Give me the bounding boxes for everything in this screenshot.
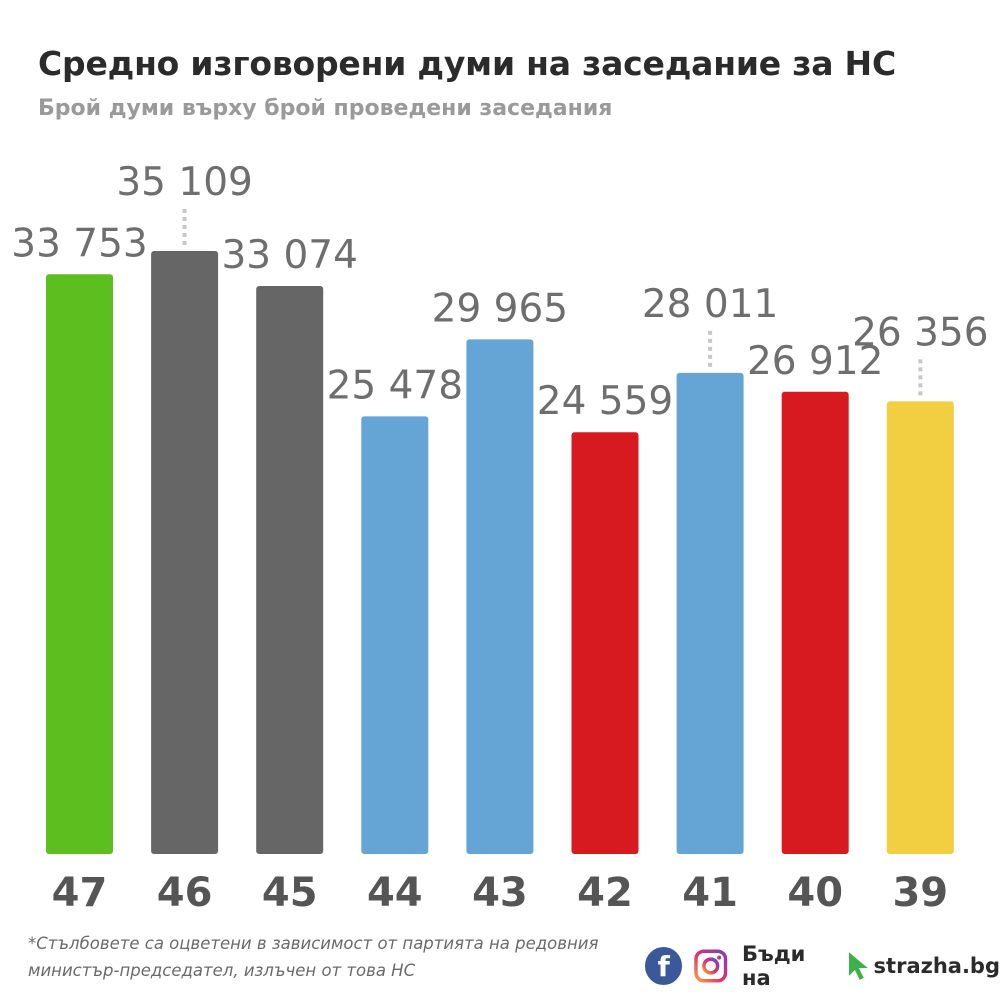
value-label-46: 35 109 bbox=[116, 160, 252, 205]
category-label-39: 39 bbox=[892, 870, 948, 916]
bar-46 bbox=[151, 251, 219, 854]
brand-site[interactable]: strazha.bg bbox=[873, 954, 1000, 978]
chart-subtitle: Брой думи върху брой проведени заседания bbox=[38, 96, 613, 121]
category-label-47: 47 bbox=[52, 870, 108, 916]
facebook-icon[interactable]: f bbox=[645, 947, 683, 985]
value-label-42: 24 559 bbox=[537, 379, 673, 424]
instagram-icon[interactable] bbox=[694, 949, 728, 983]
value-label-43: 29 965 bbox=[432, 286, 568, 331]
bar-39 bbox=[886, 401, 954, 854]
bar-44 bbox=[361, 416, 429, 854]
bar-41 bbox=[676, 372, 744, 854]
cursor-arrow-icon bbox=[848, 952, 868, 980]
brand-bar: f Бъди на strazha.bg bbox=[645, 942, 1000, 990]
bar-40 bbox=[781, 391, 849, 854]
category-label-46: 46 bbox=[157, 870, 213, 916]
value-label-47: 33 753 bbox=[11, 221, 147, 266]
category-label-45: 45 bbox=[262, 870, 318, 916]
bar-45 bbox=[256, 285, 324, 854]
chart-title: Средно изговорени думи на заседание за Н… bbox=[38, 44, 896, 83]
value-label-45: 33 074 bbox=[221, 233, 357, 278]
category-label-40: 40 bbox=[787, 870, 843, 916]
value-label-44: 25 478 bbox=[327, 363, 463, 408]
bar-chart: 33 753 47 35 109 46 33 074 45 25 478 44 29 965 43… bbox=[11, 160, 988, 916]
category-label-42: 42 bbox=[577, 870, 633, 916]
bar-42 bbox=[571, 432, 639, 854]
category-label-44: 44 bbox=[367, 870, 423, 916]
value-label-41: 28 011 bbox=[642, 282, 778, 327]
bar-47 bbox=[46, 274, 113, 854]
value-label-40: 26 912 bbox=[747, 339, 883, 384]
bar-43 bbox=[466, 339, 534, 854]
category-label-41: 41 bbox=[682, 870, 738, 916]
value-label-39: 26 356 bbox=[852, 310, 988, 355]
footnote: *Стълбовете са оцветени в зависимост от … bbox=[28, 934, 599, 980]
brand-text: Бъди на bbox=[741, 942, 806, 990]
category-label-43: 43 bbox=[472, 870, 528, 916]
